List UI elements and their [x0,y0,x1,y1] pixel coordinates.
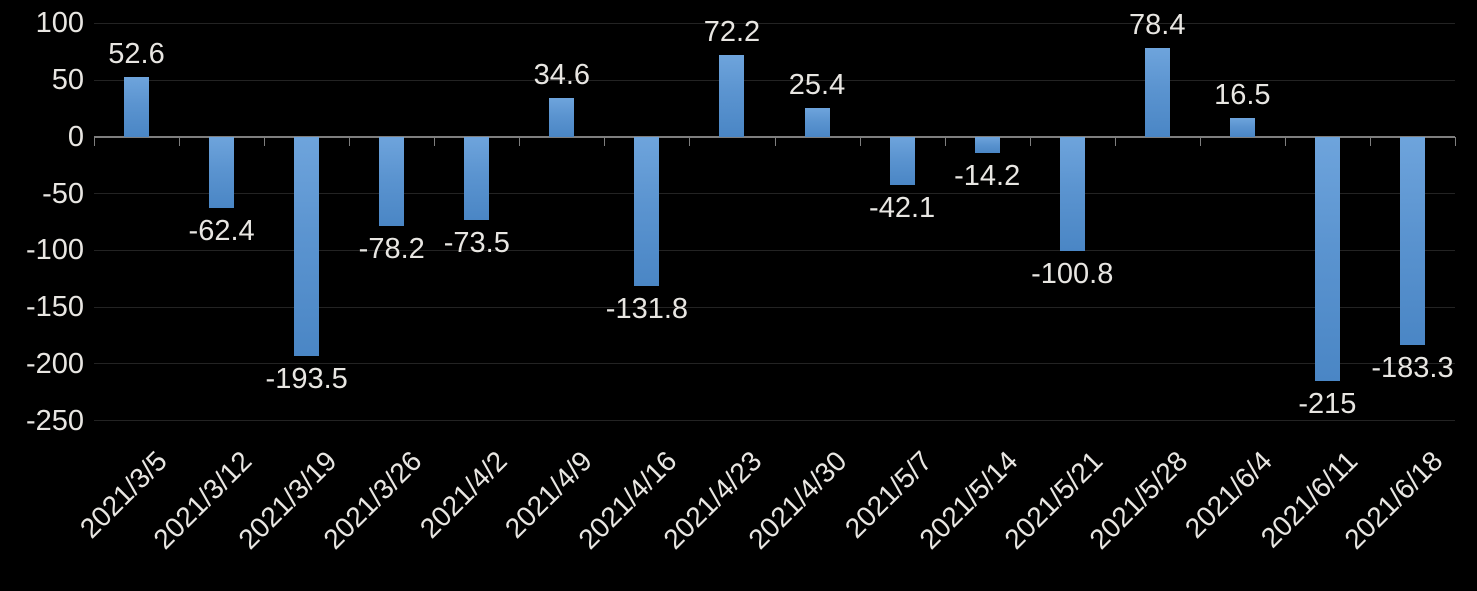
bar[interactable] [719,54,745,137]
gridline [94,420,1455,421]
bar[interactable] [1399,136,1425,345]
bar[interactable] [1144,47,1170,137]
bar[interactable] [124,77,150,137]
bar-value-label: -42.1 [869,191,936,224]
axis-tick [264,136,266,146]
bar-value-label: 52.6 [108,38,165,71]
bar[interactable] [209,136,235,208]
y-axis-tick-label: 50 [51,64,84,97]
axis-tick [604,136,606,146]
axis-tick [1284,136,1286,146]
axis-tick [1199,136,1201,146]
axis-tick [179,136,181,146]
bar[interactable] [379,136,405,226]
y-axis-tick-label: -250 [25,404,84,437]
bar-value-label: -100.8 [1031,258,1114,291]
bar-value-label: -183.3 [1371,351,1454,384]
axis-tick [349,136,351,146]
axis-tick [1455,136,1456,146]
axis-tick [774,136,776,146]
axis-tick [94,136,95,146]
axis-tick [434,136,436,146]
bar-value-label: -193.5 [265,363,348,396]
axis-tick [519,136,521,146]
y-axis-tick-label: 0 [67,120,84,153]
gridline [94,249,1455,251]
axis-tick [944,136,946,146]
bar-value-label: -73.5 [443,227,510,260]
axis-tick [689,136,691,146]
axis-tick [1369,136,1371,146]
y-axis-tick-label: -50 [42,177,84,210]
axis-tick [1114,136,1116,146]
axis-tick [1029,136,1031,146]
gridline [94,363,1455,365]
bar[interactable] [1314,136,1340,381]
y-axis-tick-label: 100 [35,7,84,40]
bar[interactable] [1059,136,1085,252]
axis-tick [859,136,861,146]
gridline [94,79,1455,81]
bar[interactable] [464,136,490,221]
bar-value-label: 78.4 [1129,8,1186,41]
bar[interactable] [549,97,575,137]
bar[interactable] [294,136,320,357]
bar[interactable] [1229,118,1255,137]
bar-value-label: 72.2 [703,15,761,48]
bar-value-label: -215 [1298,387,1357,420]
bar[interactable] [634,136,660,287]
bar-value-label: 34.6 [533,58,591,91]
y-axis-tick-label: -150 [25,291,84,323]
bar[interactable] [889,136,915,185]
bar[interactable] [804,107,830,137]
bar-value-label: -131.8 [605,293,689,326]
x-axis-tick-label: 2021/4/2 [413,445,513,544]
gridline [94,193,1455,195]
bar-value-label: -62.4 [188,214,255,247]
gridline [94,306,1455,308]
bar-value-label: -14.2 [954,159,1021,192]
bar-value-label: 25.4 [788,68,846,101]
bar[interactable] [974,136,1000,153]
y-axis-tick-label: -100 [25,234,84,267]
y-axis-tick-label: -200 [25,347,84,380]
bar-value-label: -78.2 [358,232,425,265]
gridline [94,22,1455,24]
bar-value-label: 16.5 [1214,79,1271,112]
